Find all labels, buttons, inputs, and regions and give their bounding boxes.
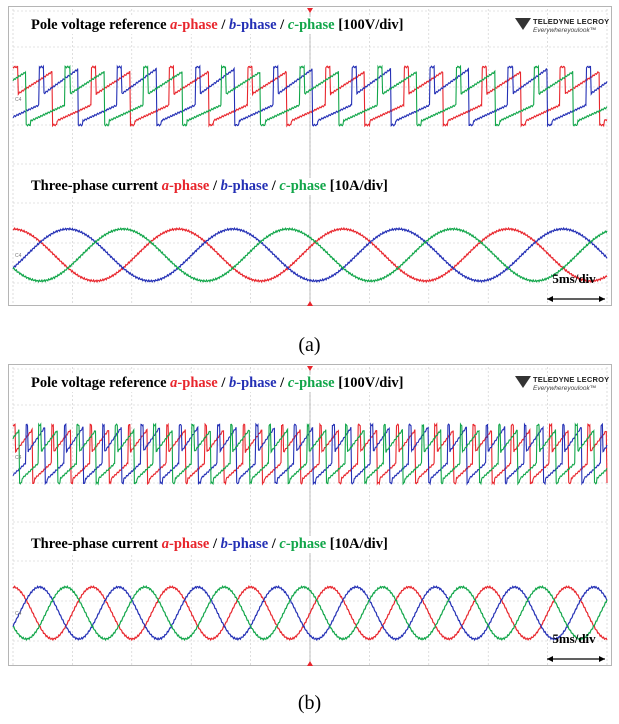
grid xyxy=(12,366,608,666)
voltage-traces xyxy=(12,422,608,486)
channel-marker: C4 xyxy=(15,611,22,617)
current-scale: [10A/div] xyxy=(329,178,388,194)
channel-marker: C4 xyxy=(15,97,22,103)
timebase-label: 5ms/div xyxy=(552,271,596,286)
trigger-marker-icon xyxy=(307,301,313,306)
voltage-title-b: Pole voltage reference a-phase / b-phase… xyxy=(29,375,406,392)
arrow-left-icon xyxy=(547,296,553,302)
legend-c-phase: c-phase xyxy=(287,375,335,391)
logo-icon xyxy=(515,376,531,388)
current-trace-c-phase xyxy=(12,227,608,283)
timebase-indicator-a: 5ms/div xyxy=(543,271,605,301)
legend-a-phase: a-phase xyxy=(170,17,218,33)
channel-marker: C4 xyxy=(15,253,22,259)
current-trace-c-phase xyxy=(12,584,608,642)
voltage-title-text: Pole voltage reference xyxy=(31,375,171,391)
caption-a: (a) xyxy=(298,334,321,356)
current-scale: [10A/div] xyxy=(329,536,388,552)
grid xyxy=(12,8,608,306)
trigger-marker-icon xyxy=(307,366,313,371)
timebase-label: 5ms/div xyxy=(552,631,596,646)
current-trace-a-phase xyxy=(12,585,608,642)
legend-a-phase: a-phase xyxy=(161,536,210,552)
current-title-text: Three-phase current xyxy=(31,178,162,194)
current-trace-a-phase xyxy=(12,226,608,284)
legend-b-phase: b-phase xyxy=(229,375,277,391)
scope-panel-a: C4 C4 Pole voltage reference a-phase / b-… xyxy=(8,6,612,306)
legend-a-phase: a-phase xyxy=(170,375,218,391)
voltage-title-a: Pole voltage reference a-phase / b-phase… xyxy=(29,17,406,34)
arrow-left-icon xyxy=(547,656,553,662)
voltage-scale: [100V/div] xyxy=(338,17,404,33)
voltage-trace-b-phase xyxy=(12,422,608,486)
current-title-text: Three-phase current xyxy=(31,536,162,552)
current-title-b: Three-phase current a-phase / b-phase / … xyxy=(29,536,390,553)
scope-grid-b: C4 C4 xyxy=(12,366,608,666)
legend-c-phase: c-phase xyxy=(287,17,335,33)
voltage-traces xyxy=(12,64,608,128)
voltage-scale: [100V/div] xyxy=(338,375,404,391)
voltage-title-text: Pole voltage reference xyxy=(31,17,171,33)
current-title-a: Three-phase current a-phase / b-phase / … xyxy=(29,178,390,195)
logo-icon xyxy=(515,18,531,30)
scope-panel-b: C4 C4 Pole voltage reference a-phase / b-… xyxy=(8,364,612,666)
legend-c-phase: c-phase xyxy=(279,178,327,194)
legend-b-phase: b-phase xyxy=(220,536,269,552)
teledyne-lecroy-logo: TELEDYNE LECROY Everywhereyoulook™ xyxy=(515,375,609,397)
voltage-trace-b-phase xyxy=(12,64,608,128)
legend-a-phase: a-phase xyxy=(161,178,210,194)
voltage-trace-a-phase xyxy=(12,422,608,486)
arrow-right-icon xyxy=(599,656,605,662)
voltage-trace-c-phase xyxy=(12,64,608,127)
legend-b-phase: b-phase xyxy=(229,17,277,33)
trigger-marker-icon xyxy=(307,661,313,666)
legend-c-phase: c-phase xyxy=(279,536,327,552)
timebase-indicator-b: 5ms/div xyxy=(543,631,605,661)
current-trace-b-phase xyxy=(12,585,608,642)
caption-b: (b) xyxy=(297,692,322,714)
voltage-trace-c-phase xyxy=(12,422,608,486)
teledyne-lecroy-logo: TELEDYNE LECROY Everywhereyoulook™ xyxy=(515,17,609,39)
channel-marker: C4 xyxy=(15,455,22,461)
current-traces xyxy=(12,226,608,284)
current-traces xyxy=(12,584,608,642)
legend-b-phase: b-phase xyxy=(220,178,269,194)
trigger-marker-icon xyxy=(307,8,313,13)
arrow-right-icon xyxy=(599,296,605,302)
scope-grid-a: C4 C4 xyxy=(12,8,608,306)
